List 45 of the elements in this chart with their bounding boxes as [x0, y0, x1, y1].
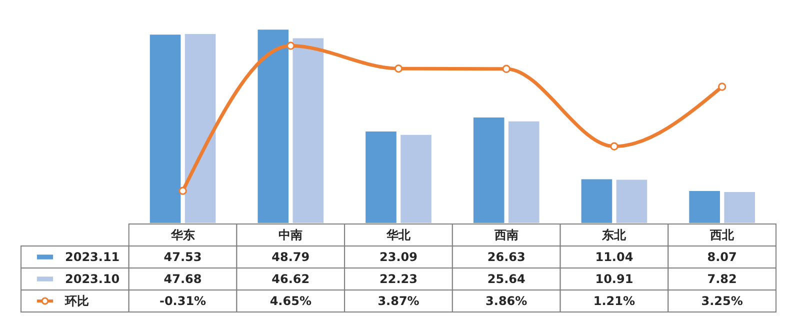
data-label: 3.25%: [701, 294, 743, 308]
legend-label: 2023.10: [65, 272, 120, 286]
x-tick-label: 中南: [278, 228, 303, 242]
point: [178, 186, 187, 195]
data-label: 10.91: [595, 272, 634, 286]
x-tick-label: 华北: [386, 228, 412, 242]
bar: [184, 34, 216, 223]
legend-label: 环比: [64, 294, 89, 308]
point: [286, 42, 295, 50]
point: [502, 64, 510, 73]
data-label: 3.86%: [486, 294, 528, 308]
bar: [366, 131, 396, 223]
data-label: 25.64: [487, 272, 526, 286]
data-label: 1.21%: [593, 294, 636, 308]
data-label: 3.87%: [378, 294, 420, 308]
point: [394, 64, 403, 73]
bar: [473, 117, 504, 223]
data-label: 23.09: [380, 250, 418, 264]
point: [718, 82, 726, 91]
bar: [724, 192, 755, 223]
data-label: 26.63: [487, 250, 526, 264]
x-tick-label: 华东: [170, 228, 195, 242]
bar: [150, 34, 181, 223]
point: [610, 142, 618, 150]
data-label: 22.23: [380, 272, 418, 286]
bar: [400, 134, 432, 223]
bar: [508, 121, 540, 223]
x-tick-label: 西南: [493, 228, 518, 242]
data-label: 46.62: [272, 272, 310, 286]
data-label: 47.68: [164, 272, 202, 286]
data-label: 7.82: [707, 272, 737, 286]
x-tick-label: 东北: [601, 228, 628, 242]
data-label: 48.79: [272, 250, 310, 264]
bar: [292, 38, 324, 223]
data-label: 8.07: [707, 250, 737, 264]
data-label: 47.53: [164, 250, 202, 264]
x-tick-label: 西北: [709, 228, 736, 242]
data-label: 4.65%: [270, 294, 312, 308]
data-label: 11.04: [595, 250, 634, 264]
data-label: -0.31%: [159, 294, 206, 308]
bar: [616, 180, 648, 223]
bar: [689, 191, 720, 223]
legend-label: 2023.11: [65, 250, 120, 264]
bar: [258, 30, 289, 223]
bar: [581, 179, 612, 223]
